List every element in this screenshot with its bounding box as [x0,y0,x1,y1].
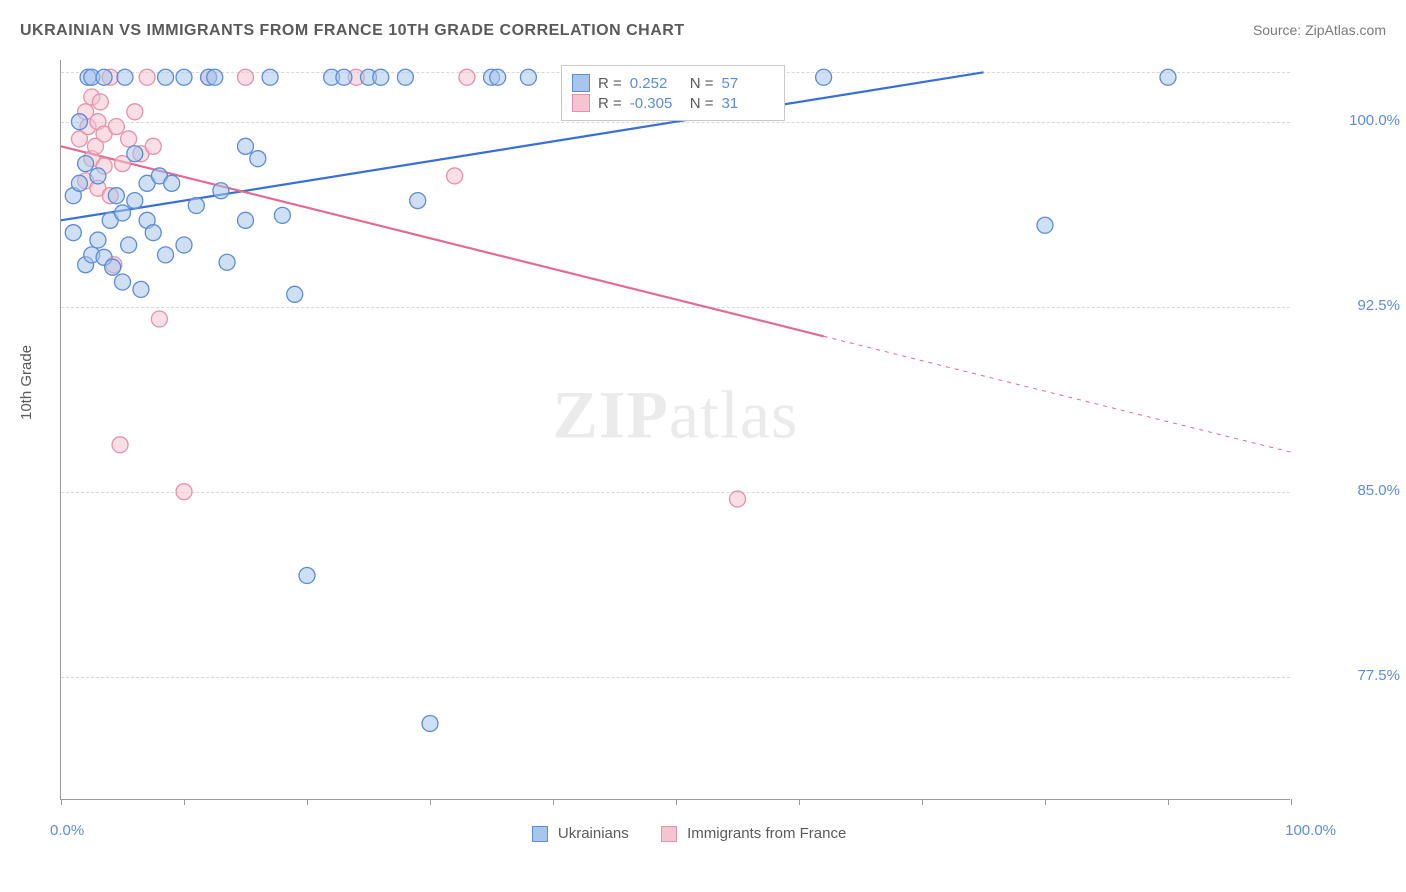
plot-area: ZIPatlas R = 0.252 N = 57 R = -0.305 N =… [60,60,1290,800]
scatter-point [422,716,438,732]
scatter-point [176,69,192,85]
scatter-point [139,69,155,85]
scatter-point [336,69,352,85]
correlation-legend: R = 0.252 N = 57 R = -0.305 N = 31 [561,65,785,121]
bottom-legend-swatch-series1 [532,826,548,842]
legend-row-series1: R = 0.252 N = 57 [572,74,774,92]
scatter-point [108,119,124,135]
scatter-point [238,69,254,85]
legend-row-series2: R = -0.305 N = 31 [572,94,774,112]
scatter-point [158,69,174,85]
scatter-point [96,69,112,85]
scatter-point [151,311,167,327]
scatter-point [397,69,413,85]
scatter-point [250,151,266,167]
scatter-point [108,188,124,204]
scatter-point [238,212,254,228]
legend-swatch-series1 [572,74,590,92]
n-value-series1: 57 [722,75,774,92]
scatter-point [730,491,746,507]
scatter-point [207,69,223,85]
legend-swatch-series2 [572,94,590,112]
scatter-point [274,207,290,223]
scatter-point [92,94,108,110]
scatter-point [133,281,149,297]
scatter-point [90,168,106,184]
scatter-point [176,484,192,500]
scatter-point [447,168,463,184]
n-value-series2: 31 [722,95,774,112]
scatter-point [520,69,536,85]
scatter-point [1160,69,1176,85]
scatter-point [115,274,131,290]
scatter-point [65,225,81,241]
n-label: N = [690,95,714,112]
scatter-point [127,193,143,209]
scatter-point [112,437,128,453]
r-value-series1: 0.252 [630,75,682,92]
r-label: R = [598,95,622,112]
scatter-point [176,237,192,253]
scatter-points [61,60,1290,799]
scatter-point [127,146,143,162]
scatter-point [238,138,254,154]
y-tick-label: 92.5% [1300,297,1400,314]
r-label: R = [598,75,622,92]
source-attribution: Source: ZipAtlas.com [1253,22,1386,38]
y-axis-label: 10th Grade [18,345,35,420]
scatter-point [164,175,180,191]
y-tick-label: 85.0% [1300,482,1400,499]
scatter-point [373,69,389,85]
scatter-point [219,254,235,270]
scatter-point [121,237,137,253]
scatter-point [262,69,278,85]
bottom-legend-swatch-series2 [661,826,677,842]
scatter-point [299,568,315,584]
y-tick-label: 100.0% [1300,112,1400,129]
scatter-point [188,198,204,214]
scatter-point [121,131,137,147]
scatter-point [459,69,475,85]
scatter-point [816,69,832,85]
scatter-point [1037,217,1053,233]
scatter-point [71,114,87,130]
scatter-point [145,138,161,154]
scatter-point [105,259,121,275]
bottom-legend-label-series2: Immigrants from France [687,825,846,842]
chart-title: UKRAINIAN VS IMMIGRANTS FROM FRANCE 10TH… [20,22,685,40]
scatter-point [78,156,94,172]
y-tick-label: 77.5% [1300,667,1400,684]
scatter-point [158,247,174,263]
scatter-point [287,286,303,302]
n-label: N = [690,75,714,92]
scatter-point [127,104,143,120]
scatter-point [213,183,229,199]
bottom-legend: Ukrainians Immigrants from France [0,824,1406,842]
bottom-legend-label-series1: Ukrainians [558,825,629,842]
scatter-point [490,69,506,85]
scatter-point [115,205,131,221]
scatter-point [90,232,106,248]
scatter-point [410,193,426,209]
points-series2 [71,69,745,507]
scatter-point [145,225,161,241]
points-series1 [65,69,1176,731]
r-value-series2: -0.305 [630,95,682,112]
scatter-point [71,175,87,191]
scatter-point [117,69,133,85]
